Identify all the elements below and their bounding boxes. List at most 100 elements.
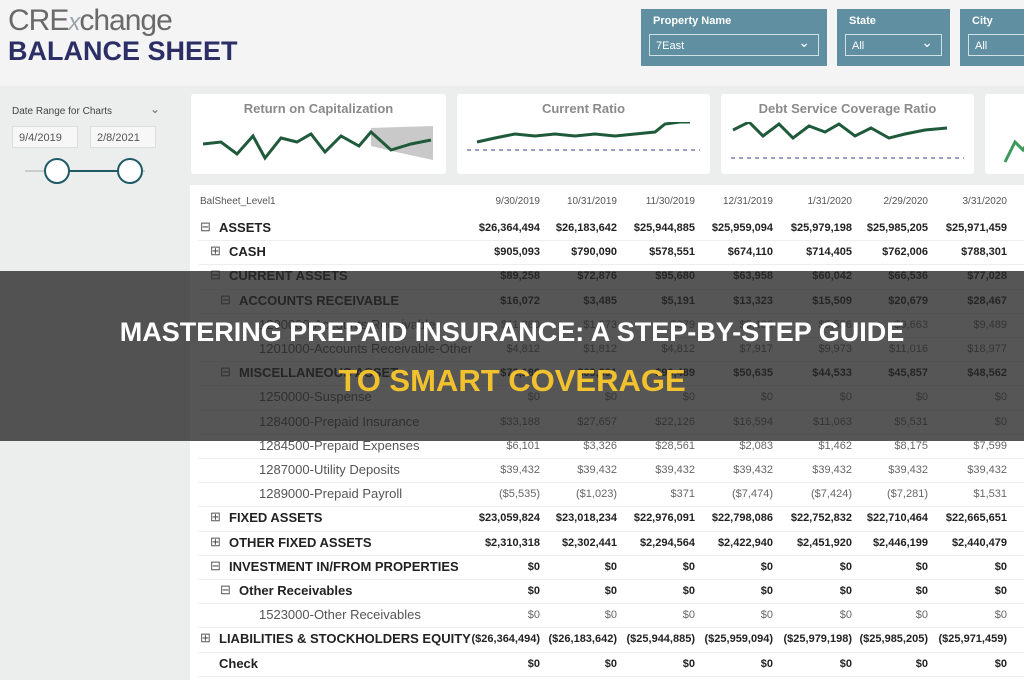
kpi-card: Return on Capitalization — [191, 94, 446, 174]
cell-value: $23,059,824 — [478, 512, 540, 525]
banner-subtitle: TO SMART COVERAGE — [338, 363, 686, 398]
cell-value: $39,432 — [500, 464, 540, 476]
row-label: Other Receivables — [239, 583, 353, 598]
cell-value: $0 — [604, 657, 617, 670]
cell-value: ($26,364,494) — [471, 633, 541, 646]
column-header: 1/31/2020 — [807, 196, 853, 207]
expand-toggle[interactable]: ⊟ — [220, 582, 231, 597]
expand-toggle[interactable]: ⊞ — [210, 533, 221, 549]
expand-toggle[interactable]: ⊟ — [200, 219, 211, 234]
cell-value: $23,018,234 — [555, 512, 617, 525]
row-label: FIXED ASSETS — [229, 510, 323, 526]
cell-value: $2,083 — [739, 439, 773, 452]
cell-value: $2,302,441 — [561, 536, 617, 549]
cell-value: $2,446,199 — [872, 536, 928, 549]
cell-value: $0 — [915, 609, 928, 622]
row-divider — [198, 651, 1024, 653]
cell-value: $0 — [604, 585, 617, 597]
cell-value: $790,090 — [571, 246, 617, 259]
cell-value: $25,979,198 — [790, 222, 852, 234]
page-title: BALANCE SHEET — [8, 36, 238, 66]
kpi-card: Debt Service Coverage Ratio — [721, 94, 974, 174]
logo-text: CRE — [8, 4, 69, 37]
date-input[interactable]: 2/8/2021 — [90, 126, 156, 148]
date-input[interactable]: 9/4/2019 — [12, 126, 78, 148]
cell-value: $22,798,086 — [711, 512, 773, 525]
cell-value: $0 — [915, 560, 928, 573]
row-label: 1287000-Utility Deposits — [259, 462, 400, 477]
row-divider — [198, 675, 1024, 677]
cell-value: ($7,474) — [732, 488, 773, 501]
filter-value[interactable]: All — [968, 31, 1024, 56]
cell-value: $905,093 — [494, 246, 540, 259]
cell-value: $0 — [760, 609, 773, 622]
cell-value: $2,422,940 — [717, 536, 773, 549]
cell-value: $39,432 — [655, 464, 695, 476]
sparkline — [202, 126, 433, 161]
cell-value: $674,110 — [727, 246, 773, 259]
cell-value: $0 — [839, 585, 852, 597]
row-label: OTHER FIXED ASSETS — [229, 534, 372, 550]
filter[interactable]: State All — [837, 9, 950, 66]
row-divider — [198, 240, 1024, 242]
chevron[interactable]: ⌄ — [150, 102, 161, 116]
row-label: CASH — [229, 244, 266, 260]
card-title: Return on Capitalization — [243, 101, 394, 116]
logo-text: x — [68, 9, 80, 36]
cell-value: $25,944,885 — [633, 222, 695, 234]
cell-value: $2,294,564 — [639, 536, 695, 549]
logo: CRExchange — [8, 4, 173, 38]
cell-value: $25,971,459 — [945, 222, 1007, 234]
row-label: 1523000-Other Receivables — [259, 607, 421, 623]
filter[interactable]: City All — [960, 9, 1024, 66]
cell-value: $762,006 — [882, 246, 928, 259]
cell-value: $0 — [839, 657, 852, 670]
cell-value: $0 — [604, 560, 617, 573]
row-label: Check — [219, 655, 259, 671]
cell-value: $7,599 — [973, 439, 1007, 452]
filter[interactable]: Property Name 7East — [641, 9, 827, 66]
banner-title: MASTERING PREPAID INSURANCE: A STEP-BY-S… — [119, 317, 905, 347]
cell-value: $714,405 — [806, 246, 852, 259]
cell-value: $0 — [527, 585, 540, 597]
cell-value: $0 — [915, 657, 928, 670]
row-label: LIABILITIES & STOCKHOLDERS EQUITY — [219, 631, 471, 647]
cell-value: $578,551 — [649, 246, 695, 259]
kpi-card — [985, 94, 1024, 174]
cell-value: $0 — [682, 585, 695, 597]
expand-toggle[interactable]: ⊞ — [210, 509, 221, 525]
filter-value[interactable]: All — [845, 31, 942, 56]
filter-label: State — [849, 15, 876, 27]
cell-value: $788,301 — [961, 246, 1007, 259]
filter-value[interactable]: 7East — [649, 31, 819, 56]
row-divider — [198, 554, 1024, 556]
cell-value: $25,985,205 — [866, 222, 928, 234]
cell-value: $26,364,494 — [478, 222, 540, 234]
cell-value: ($5,535) — [499, 488, 540, 501]
cell-value: $0 — [760, 657, 773, 670]
column-header: 11/30/2019 — [645, 196, 695, 207]
sparkline — [467, 122, 700, 151]
cell-value: $22,710,464 — [866, 512, 928, 525]
column-header: 10/31/2019 — [566, 196, 617, 207]
cell-value: $0 — [994, 585, 1007, 597]
sparkline — [1003, 139, 1024, 163]
row-divider — [198, 264, 1024, 266]
cell-value: $22,752,832 — [790, 512, 852, 525]
row-divider — [198, 458, 1024, 459]
cell-value: $8,175 — [894, 439, 928, 452]
slicer-label: Date Range for Charts — [12, 106, 113, 117]
cell-value: ($25,944,885) — [626, 633, 696, 646]
cell-value: $39,432 — [888, 464, 928, 476]
logo-text: change — [79, 4, 172, 37]
cell-value: $25,959,094 — [711, 222, 773, 234]
row-label: 1289000-Prepaid Payroll — [259, 486, 403, 502]
cell-value: $0 — [760, 585, 773, 597]
expand-toggle[interactable]: ⊞ — [210, 243, 221, 259]
row-divider — [198, 482, 1024, 484]
expand-toggle[interactable]: ⊟ — [210, 557, 221, 573]
range-slider[interactable] — [20, 155, 150, 187]
expand-toggle[interactable]: ⊞ — [200, 630, 211, 646]
cell-value: $39,432 — [733, 464, 773, 476]
sparkline — [731, 122, 964, 159]
